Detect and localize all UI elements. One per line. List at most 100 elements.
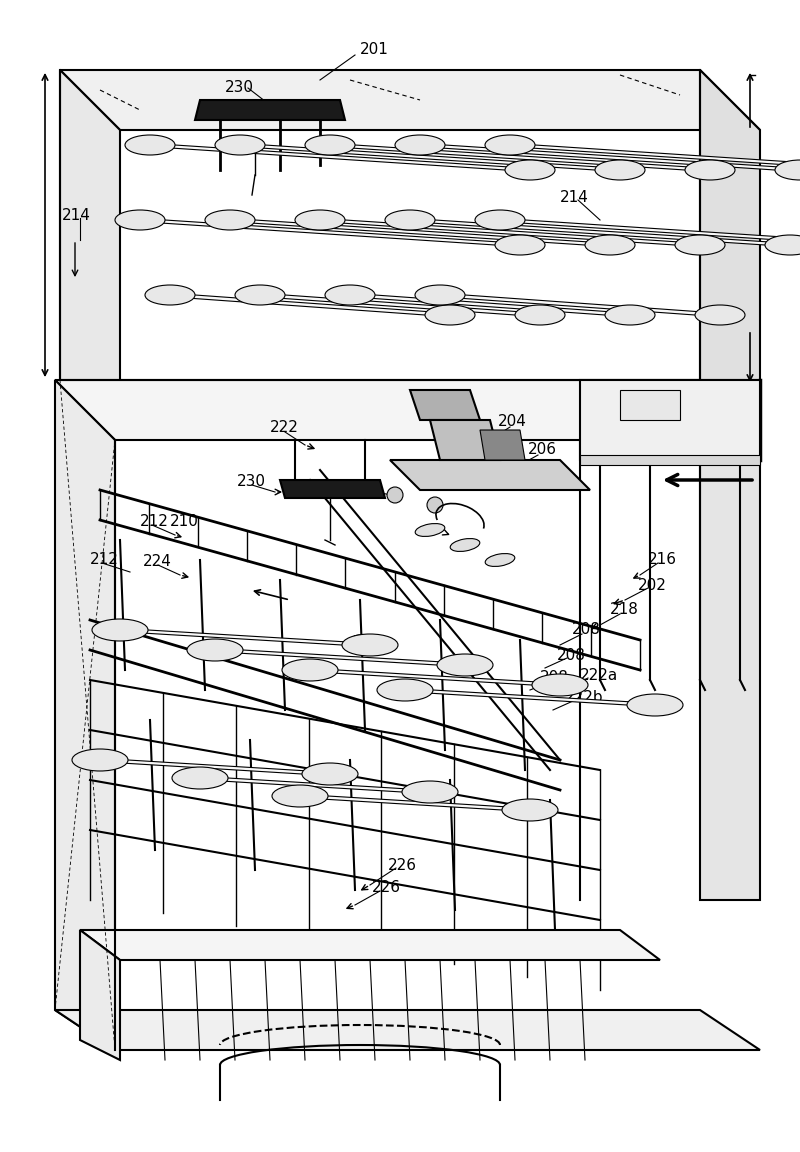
Text: 212: 212 (90, 553, 119, 568)
Ellipse shape (415, 523, 445, 537)
Polygon shape (700, 70, 760, 380)
Text: 222a: 222a (580, 667, 618, 682)
Ellipse shape (765, 235, 800, 255)
Ellipse shape (302, 763, 358, 785)
Ellipse shape (395, 135, 445, 156)
Polygon shape (187, 650, 493, 665)
Polygon shape (215, 145, 645, 170)
Text: 210: 210 (170, 515, 199, 530)
Polygon shape (235, 295, 565, 314)
Ellipse shape (282, 659, 338, 681)
Ellipse shape (505, 160, 555, 180)
Ellipse shape (685, 160, 735, 180)
Ellipse shape (515, 305, 565, 325)
Polygon shape (485, 145, 800, 170)
Ellipse shape (595, 160, 645, 180)
Ellipse shape (585, 235, 635, 255)
Text: 220: 220 (352, 480, 381, 495)
Text: 216: 216 (648, 553, 677, 568)
Ellipse shape (325, 285, 375, 305)
Text: 222: 222 (270, 420, 299, 435)
Ellipse shape (115, 210, 165, 230)
Ellipse shape (272, 785, 328, 808)
Ellipse shape (235, 285, 285, 305)
Ellipse shape (627, 694, 683, 717)
Polygon shape (195, 100, 345, 120)
Ellipse shape (205, 210, 255, 230)
Polygon shape (580, 380, 760, 460)
Ellipse shape (72, 749, 128, 771)
Ellipse shape (437, 654, 493, 676)
Ellipse shape (342, 634, 398, 655)
Polygon shape (295, 220, 725, 245)
Ellipse shape (695, 305, 745, 325)
Text: 202: 202 (638, 577, 667, 592)
Polygon shape (60, 70, 760, 130)
Ellipse shape (532, 674, 588, 696)
Text: 230: 230 (225, 81, 254, 96)
Polygon shape (480, 430, 525, 460)
Polygon shape (280, 480, 385, 498)
Polygon shape (390, 460, 590, 490)
Polygon shape (325, 295, 655, 314)
Polygon shape (282, 670, 588, 685)
Polygon shape (80, 930, 660, 960)
Ellipse shape (402, 781, 458, 803)
Text: 222b: 222b (565, 690, 604, 705)
Polygon shape (72, 760, 358, 774)
Ellipse shape (485, 554, 515, 567)
Text: 224: 224 (143, 554, 172, 569)
Ellipse shape (295, 210, 345, 230)
Ellipse shape (92, 619, 148, 641)
Polygon shape (80, 930, 120, 1060)
Polygon shape (620, 391, 680, 420)
Text: 214: 214 (560, 190, 589, 205)
Polygon shape (55, 380, 115, 1049)
Polygon shape (305, 145, 735, 170)
Polygon shape (700, 380, 760, 900)
Polygon shape (475, 220, 800, 245)
Polygon shape (377, 690, 683, 705)
Circle shape (427, 497, 443, 513)
Text: 201: 201 (360, 43, 389, 58)
Polygon shape (430, 420, 500, 460)
Polygon shape (415, 295, 745, 314)
Ellipse shape (305, 135, 355, 156)
Text: 204: 204 (498, 415, 527, 430)
Polygon shape (55, 1010, 760, 1049)
Polygon shape (205, 220, 635, 245)
Ellipse shape (450, 538, 480, 552)
Polygon shape (410, 391, 480, 420)
Text: 214: 214 (62, 207, 91, 222)
Ellipse shape (172, 767, 228, 789)
Ellipse shape (415, 285, 465, 305)
Ellipse shape (145, 285, 195, 305)
Text: 208: 208 (540, 670, 569, 685)
Ellipse shape (675, 235, 725, 255)
Ellipse shape (485, 135, 535, 156)
Polygon shape (125, 145, 555, 170)
Text: 230: 230 (237, 475, 266, 490)
Ellipse shape (775, 160, 800, 180)
Text: 226: 226 (388, 857, 417, 872)
Ellipse shape (385, 210, 435, 230)
Text: 208: 208 (572, 622, 601, 637)
Polygon shape (60, 70, 120, 420)
Text: 218: 218 (610, 602, 639, 617)
Ellipse shape (425, 305, 475, 325)
Polygon shape (272, 796, 558, 810)
Polygon shape (385, 220, 800, 245)
Polygon shape (55, 380, 760, 440)
Polygon shape (115, 220, 545, 245)
Ellipse shape (475, 210, 525, 230)
Ellipse shape (125, 135, 175, 156)
Ellipse shape (215, 135, 265, 156)
Polygon shape (580, 455, 760, 465)
Polygon shape (92, 630, 398, 645)
Text: 212: 212 (140, 515, 169, 530)
Polygon shape (395, 145, 800, 170)
Ellipse shape (605, 305, 655, 325)
Text: 206: 206 (528, 442, 557, 457)
Text: 226: 226 (372, 880, 401, 895)
Polygon shape (172, 778, 458, 793)
